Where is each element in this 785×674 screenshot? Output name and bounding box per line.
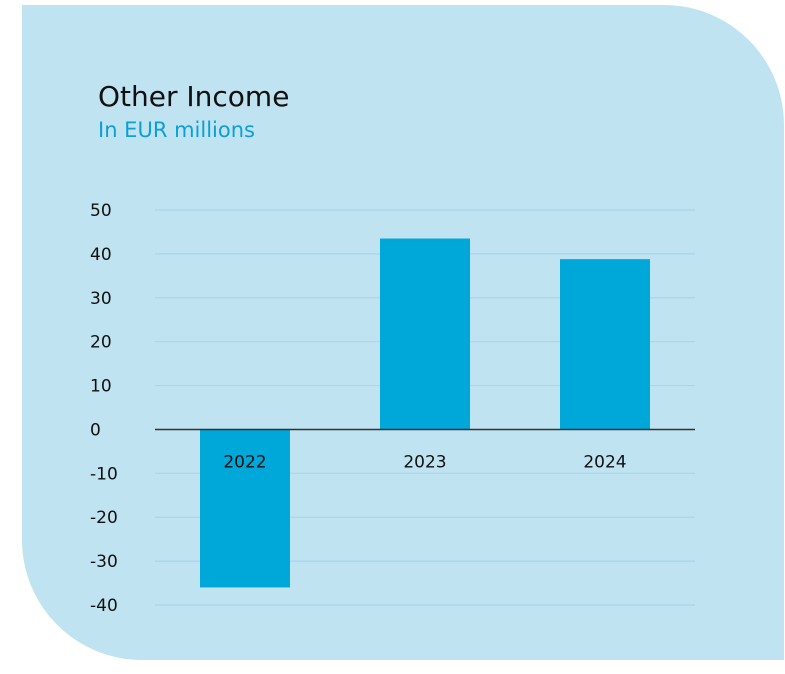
x-category-label: 2022 [223,452,266,472]
bar-2022 [200,429,290,588]
chart-subtitle: In EUR millions [98,118,255,142]
y-tick-label: -30 [90,552,118,572]
y-tick-label: 40 [90,245,112,265]
y-tick-label: 50 [90,201,112,221]
x-category-label: 2024 [583,452,626,472]
y-tick-label: 30 [90,289,112,309]
bar-2024 [560,259,650,430]
y-tick-label: 20 [90,333,112,353]
bar-2023 [380,238,470,430]
chart-title: Other Income [98,80,290,113]
y-tick-label: -20 [90,508,118,528]
x-category-label: 2023 [403,452,446,472]
y-tick-label: 10 [90,377,112,397]
y-tick-label: -10 [90,464,118,484]
y-axis-ticks: 50 40 30 20 10 0 -10 -20 -30 -40 [90,201,118,616]
bars [200,238,650,588]
y-tick-label: -40 [90,596,118,616]
y-tick-label: 0 [90,420,101,440]
x-axis-categories: 2022 2023 2024 [223,452,626,472]
